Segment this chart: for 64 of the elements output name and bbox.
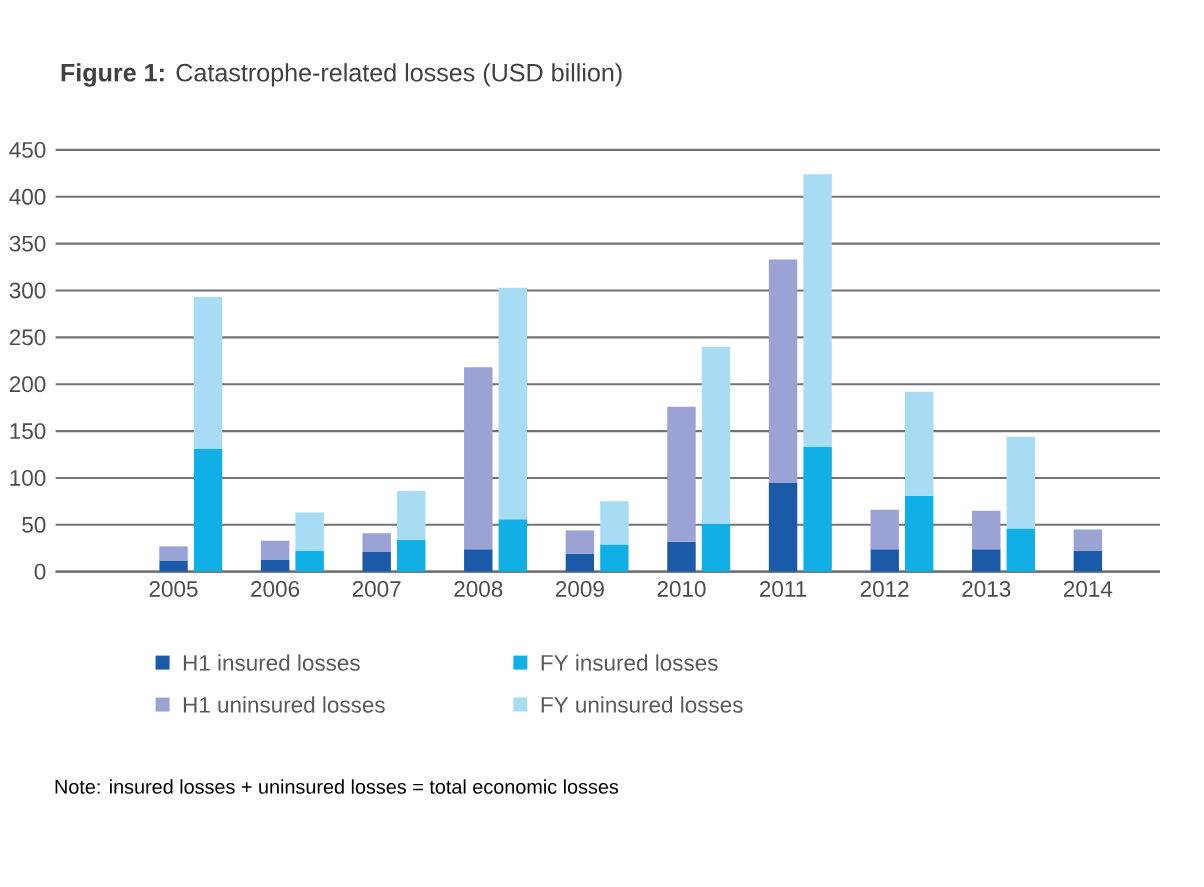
- bar: [667, 406, 696, 542]
- bar: [1073, 529, 1103, 551]
- bar: [701, 346, 731, 524]
- y-tick-label: 300: [9, 282, 46, 299]
- text: Note: insured losses + uninsured losses = total economic losses: [55, 779, 619, 794]
- bar: [768, 482, 798, 572]
- x-tick-label: 2013: [962, 580, 1011, 597]
- bar: [667, 541, 696, 572]
- bar: [803, 446, 832, 572]
- y-tick-label: 100: [10, 469, 46, 486]
- bar: [295, 550, 324, 572]
- bar: [600, 544, 629, 572]
- bar: [904, 495, 934, 572]
- bar: [159, 546, 188, 561]
- bar: [972, 548, 1001, 572]
- bar: [1006, 436, 1036, 529]
- chart-title: Figure 1: Catastrophe-related losses (USD billion): [61, 62, 622, 87]
- y-tick-label: 50: [22, 516, 46, 533]
- y-tick-label: 450: [9, 141, 46, 158]
- x-tick-label: 2006: [251, 580, 300, 597]
- legend-label: FY insured losses: [541, 654, 718, 671]
- bar: [464, 367, 493, 549]
- x-tick-label: 2008: [454, 580, 503, 597]
- bar: [362, 551, 391, 572]
- bar: [972, 510, 1001, 549]
- bar: [904, 391, 934, 496]
- bar: [803, 174, 832, 447]
- x-tick-label: 2012: [860, 580, 909, 597]
- x-tick-label: 2014: [1063, 580, 1113, 597]
- bar: [768, 259, 798, 483]
- bar: [193, 448, 223, 572]
- legend-label: H1 insured losses: [183, 654, 360, 671]
- bar: [498, 287, 528, 519]
- bar: [600, 501, 629, 545]
- bar: [193, 296, 223, 449]
- bar: [565, 553, 595, 572]
- y-tick-label: 400: [9, 188, 46, 205]
- x-tick-label: 2005: [149, 580, 198, 597]
- bar: [159, 560, 188, 572]
- bar: [565, 530, 595, 554]
- bar: [498, 518, 528, 572]
- y-tick-label: 200: [9, 376, 46, 392]
- bar: [1073, 550, 1103, 572]
- bar: [260, 540, 290, 560]
- bar: [362, 533, 391, 552]
- y-tick-label: 0: [34, 563, 46, 580]
- x-tick-label: 2011: [760, 580, 807, 597]
- bar: [870, 509, 899, 549]
- x-tick-label: 2009: [556, 580, 604, 597]
- bar: [397, 490, 426, 540]
- bar: [1006, 528, 1036, 572]
- legend-label: FY uninsured losses: [541, 696, 743, 713]
- y-tick-label: 350: [9, 235, 46, 252]
- bar: [295, 512, 324, 551]
- bar: [397, 539, 426, 572]
- legend-label: H1 uninsured losses: [183, 696, 385, 713]
- bar: [464, 548, 493, 572]
- x-tick-label: 2007: [352, 580, 401, 597]
- bar: [260, 559, 290, 572]
- x-tick-label: 2010: [657, 580, 706, 597]
- bar: [870, 548, 899, 572]
- bar: [701, 523, 731, 572]
- y-tick-label: 250: [9, 329, 46, 346]
- y-tick-label: 150: [10, 422, 46, 439]
